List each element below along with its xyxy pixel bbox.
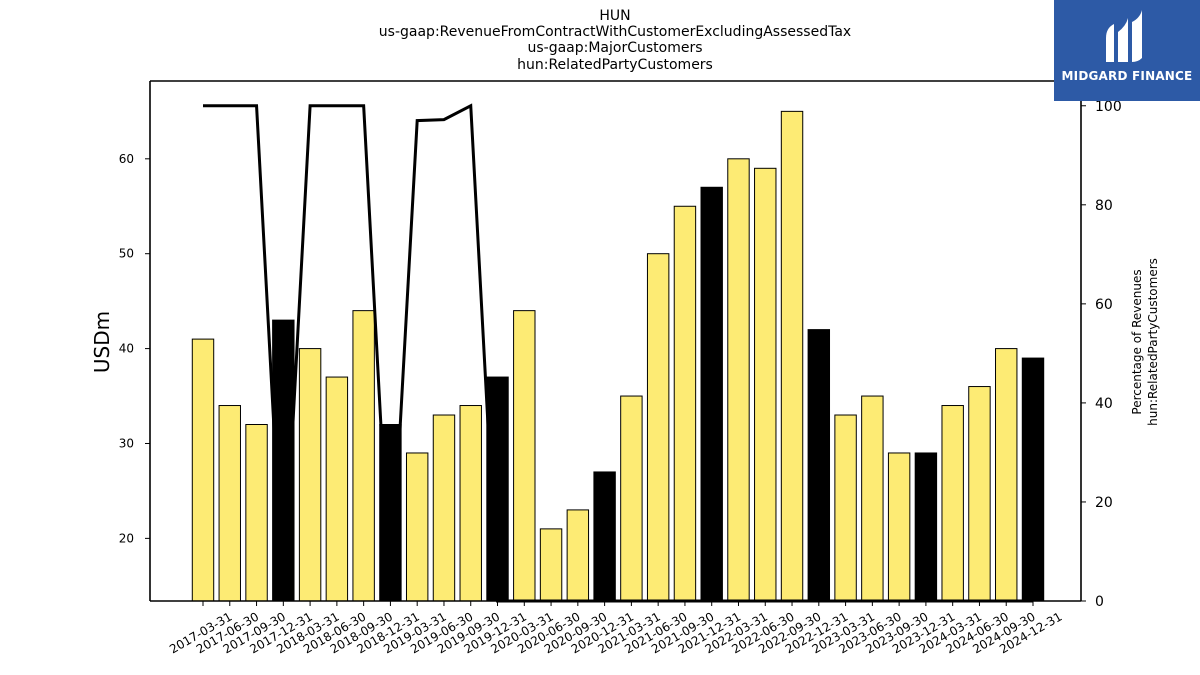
bar-2023-09-30 bbox=[887, 452, 911, 602]
bar-2021-06-30 bbox=[646, 253, 670, 602]
bar-2021-09-30 bbox=[673, 205, 697, 602]
bar-2023-03-31 bbox=[834, 414, 857, 602]
bar-2017-09-30 bbox=[245, 424, 268, 602]
bar-2020-03-31 bbox=[513, 310, 536, 602]
chart-title: HUN us-gaap:RevenueFromContractWithCusto… bbox=[379, 8, 851, 73]
bar-2022-06-30 bbox=[754, 167, 777, 602]
y2-tick-label: 80 bbox=[1095, 198, 1113, 214]
chart-title-line-1: HUN bbox=[599, 8, 630, 24]
y-axis-label: USDm bbox=[90, 311, 114, 373]
bar-2020-06-30 bbox=[539, 528, 563, 602]
bar-2020-12-31 bbox=[593, 471, 616, 602]
y-tick-label: 50 bbox=[119, 247, 134, 261]
bar-2022-12-31 bbox=[807, 329, 831, 602]
y2-tick-label: 40 bbox=[1095, 396, 1113, 412]
bar-2018-06-30 bbox=[325, 376, 349, 602]
bar-2024-12-31 bbox=[1021, 357, 1045, 602]
y-ticks: 20 30 40 50 60 bbox=[119, 152, 150, 545]
bar-2020-09-30 bbox=[566, 509, 590, 602]
bar-2019-09-30 bbox=[459, 405, 482, 602]
bar-2023-12-31 bbox=[914, 452, 938, 602]
bars-layer bbox=[191, 110, 1045, 602]
bar-2024-03-31 bbox=[941, 405, 964, 602]
bar-2018-03-31 bbox=[298, 348, 322, 602]
logo-mark-icon bbox=[1106, 10, 1142, 62]
bar-2024-06-30 bbox=[968, 386, 991, 602]
y-tick-label: 60 bbox=[119, 152, 134, 166]
bar-2017-03-31 bbox=[191, 338, 215, 602]
y2-tick-label: 100 bbox=[1095, 99, 1122, 115]
chart-title-line-4: hun:RelatedPartyCustomers bbox=[517, 57, 713, 73]
x-ticks: 2017-03-312017-06-302017-09-302017-12-31… bbox=[167, 601, 1065, 656]
y2-axis-label-line-1: Percentage of Revenues bbox=[1130, 269, 1144, 414]
y-tick-label: 20 bbox=[119, 531, 134, 545]
bar-2018-09-30 bbox=[352, 310, 375, 602]
y2-tick-label: 0 bbox=[1095, 594, 1104, 610]
y2-ticks: 0 20 40 60 80 100 bbox=[1081, 99, 1122, 610]
bar-2021-03-31 bbox=[620, 395, 643, 602]
y-tick-label: 30 bbox=[119, 436, 134, 450]
y-tick-label: 40 bbox=[119, 342, 134, 356]
y2-tick-label: 60 bbox=[1095, 297, 1113, 313]
bar-2019-03-31 bbox=[405, 452, 429, 602]
bar-2023-06-30 bbox=[861, 395, 884, 602]
bar-2024-09-30 bbox=[995, 348, 1018, 602]
bar-2021-12-31 bbox=[700, 186, 723, 602]
midgard-finance-logo: MIDGARD FINANCE bbox=[1054, 0, 1200, 101]
y2-axis-label-line-2: hun:RelatedPartyCustomers bbox=[1146, 258, 1160, 426]
y2-tick-label: 20 bbox=[1095, 495, 1113, 511]
bar-2019-06-30 bbox=[432, 414, 456, 602]
bar-2017-06-30 bbox=[218, 405, 241, 602]
bar-2022-03-31 bbox=[727, 158, 750, 602]
logo-text: MIDGARD FINANCE bbox=[1061, 69, 1193, 83]
chart-title-line-2: us-gaap:RevenueFromContractWithCustomerE… bbox=[379, 24, 851, 40]
chart-title-line-3: us-gaap:MajorCustomers bbox=[527, 40, 702, 56]
bar-2022-09-30 bbox=[780, 110, 804, 602]
